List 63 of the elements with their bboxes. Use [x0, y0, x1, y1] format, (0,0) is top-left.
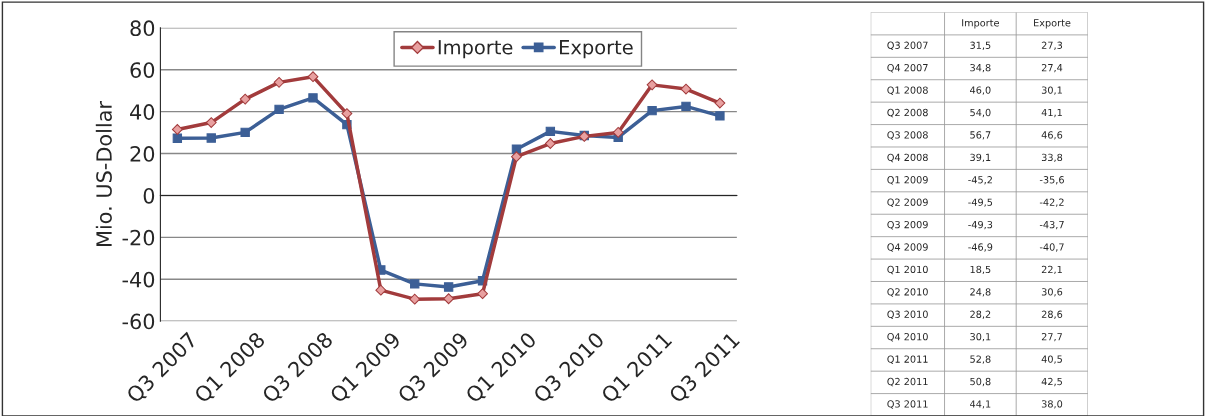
- data-label: 42,5: [1041, 377, 1062, 387]
- y-tick-label: 20: [130, 146, 155, 162]
- legend-label: Importe: [438, 40, 513, 59]
- data-label: 44,1: [970, 400, 991, 409]
- category-label: Q3 2009: [887, 220, 928, 230]
- y-tick-label: -40: [122, 271, 155, 288]
- data-label: 54,0: [970, 108, 991, 118]
- category-label: Q1 2008: [887, 86, 928, 95]
- category-label: Q1 2011: [887, 355, 928, 364]
- y-tick-label: 60: [130, 62, 155, 78]
- category-label: Q2 2008: [887, 108, 928, 118]
- category-label: Q3 2008: [887, 131, 928, 140]
- data-label: -43,7: [1039, 220, 1064, 230]
- data-label: 46,0: [970, 86, 991, 95]
- data-label: 28,6: [1041, 310, 1063, 319]
- data-label: 41,1: [1041, 108, 1062, 118]
- category-label: Q4 2007: [887, 63, 928, 73]
- category-label: Q1 2009: [887, 176, 928, 185]
- text: Importe: [962, 19, 999, 29]
- data-label: 40,5: [1041, 355, 1062, 364]
- data-label: 38,0: [1041, 400, 1063, 409]
- data-label: 39,1: [970, 153, 991, 163]
- data-label: 31,5: [970, 41, 991, 50]
- y-tick-label: 80: [130, 20, 155, 37]
- y-tick-label: 40: [130, 104, 155, 120]
- category-label: Q4 2010: [887, 333, 928, 342]
- y-tick-label: 0: [143, 187, 155, 204]
- data-label: 30,6: [1041, 288, 1063, 297]
- data-label: 50,8: [970, 377, 991, 387]
- data-label: -45,2: [968, 176, 992, 185]
- category-label: Q2 2011: [887, 377, 928, 387]
- category-label: Q4 2008: [887, 153, 928, 163]
- data-label: 30,1: [1041, 86, 1062, 95]
- data-label: -42,2: [1039, 198, 1064, 207]
- data-label: 24,8: [970, 288, 991, 297]
- data-label: 27,4: [1041, 63, 1063, 73]
- category-label: Q3 2010: [887, 310, 928, 320]
- y-tick-label: -60: [122, 313, 155, 330]
- data-label: 34,8: [970, 63, 991, 73]
- data-label: 27,3: [1041, 41, 1063, 50]
- category-label: Q2 2009: [887, 198, 928, 207]
- data-label: 27,7: [1041, 333, 1062, 342]
- data-label: -40,7: [1039, 243, 1064, 252]
- data-label: -49,5: [968, 198, 993, 207]
- data-label: 46,6: [1041, 131, 1063, 140]
- category-label: Q2 2010: [887, 288, 928, 297]
- data-label: -49,3: [968, 220, 993, 230]
- data-label: 52,8: [970, 355, 991, 364]
- data-label: 18,5: [970, 265, 991, 275]
- data-label: -46,9: [968, 243, 993, 252]
- text: Exporte: [1034, 19, 1071, 29]
- legend-label: Exporte: [560, 40, 633, 59]
- data-label: 22,1: [1041, 265, 1062, 275]
- data-label: 33,8: [1041, 153, 1063, 163]
- data-label: 56,7: [970, 131, 991, 140]
- category-label: Q3 2007: [887, 41, 928, 51]
- y-tick-label: -20: [122, 229, 155, 246]
- data-label: 30,1: [970, 333, 991, 342]
- data-label: 28,2: [970, 310, 991, 319]
- category-label: Q4 2009: [887, 243, 928, 252]
- category-label: Q1 2010: [887, 265, 928, 275]
- data-label: -35,6: [1039, 176, 1064, 185]
- y-axis-title: Mio. US-Dollar: [95, 100, 112, 246]
